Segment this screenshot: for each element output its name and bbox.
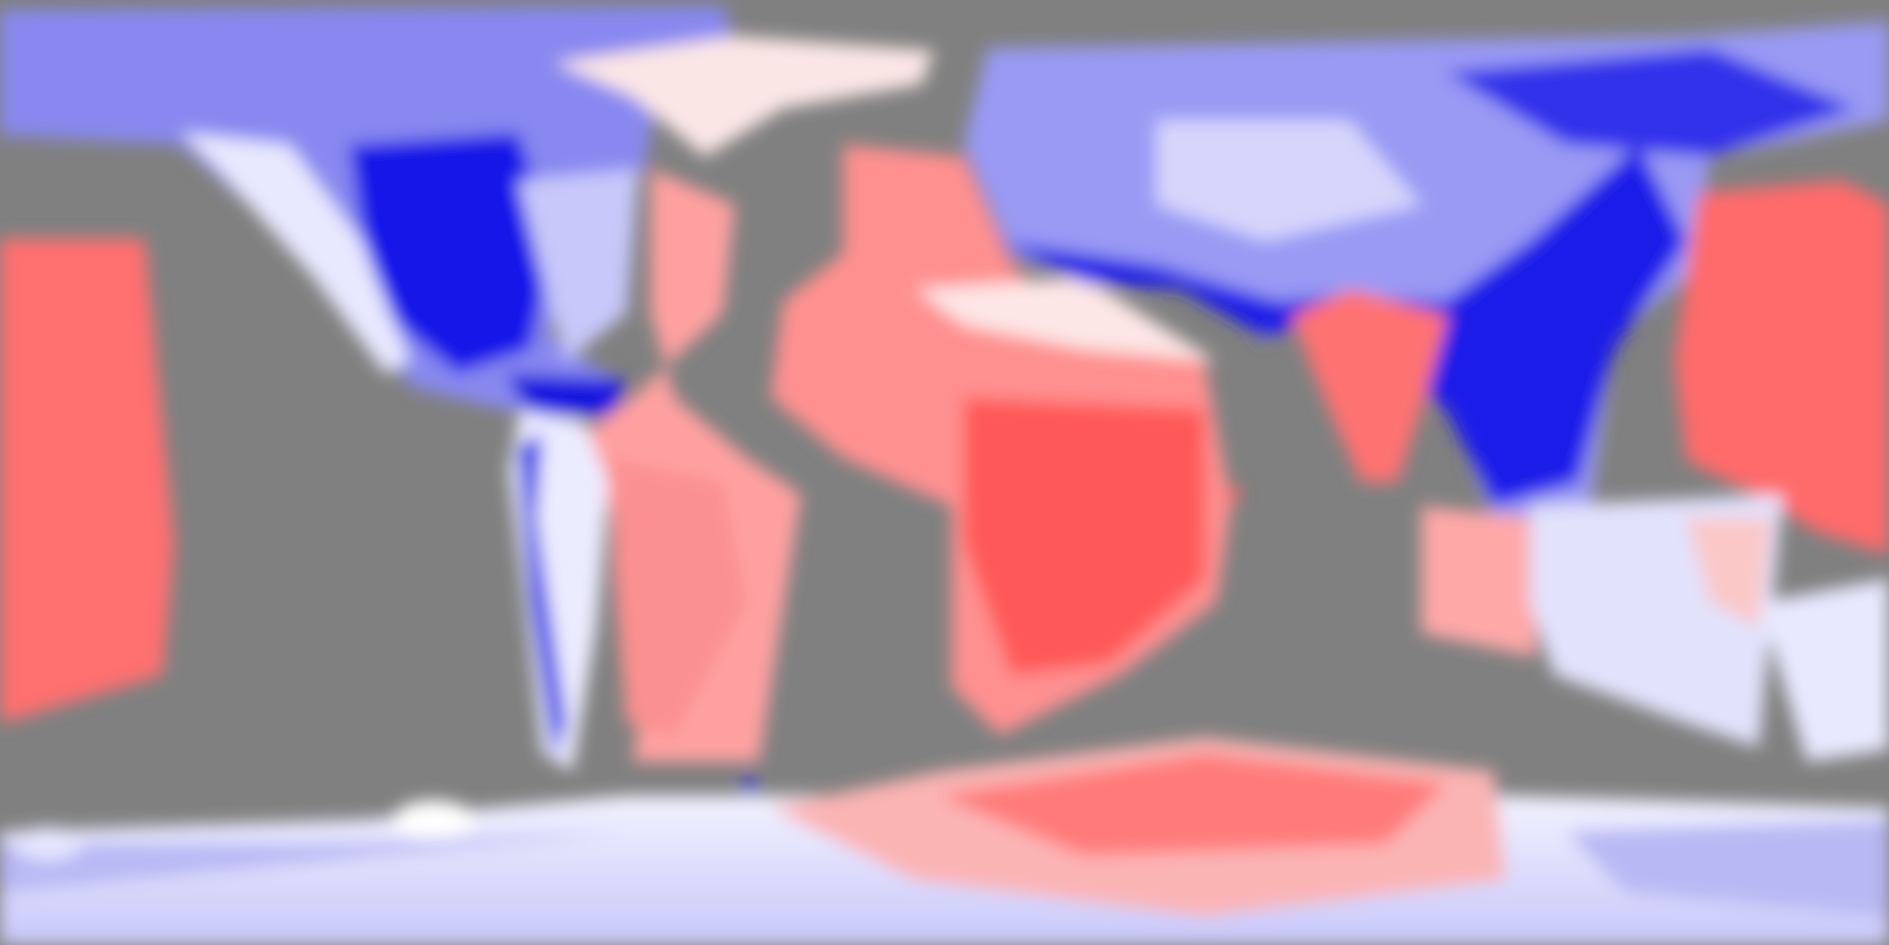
antarctic-field: [1566, 819, 1889, 917]
eurasia: [999, 144, 1687, 507]
patch: [740, 777, 758, 795]
africa: [963, 397, 1205, 675]
eurasia: [1156, 120, 1422, 242]
pacific-east: [1674, 180, 1889, 555]
greenland: [554, 36, 934, 157]
new-zealand: [1758, 578, 1889, 762]
patch: [1226, 486, 1241, 502]
antarctic-field: [0, 831, 627, 892]
north-america: [349, 132, 555, 374]
pacific-west: [0, 238, 175, 724]
central-america: [505, 373, 627, 416]
australia: [1686, 518, 1771, 627]
patch: [14, 826, 82, 861]
southern-ocean: [939, 753, 1446, 856]
india: [1291, 289, 1449, 483]
south-america: [518, 433, 567, 760]
atlantic: [584, 168, 802, 762]
north-america: [518, 168, 639, 362]
south-america: [608, 458, 747, 736]
north-america: [180, 132, 410, 374]
africa: [915, 277, 1217, 362]
indian-ocean: [1421, 506, 1537, 657]
eurasia: [1445, 48, 1856, 157]
field: [0, 6, 1889, 945]
patch: [392, 800, 475, 839]
